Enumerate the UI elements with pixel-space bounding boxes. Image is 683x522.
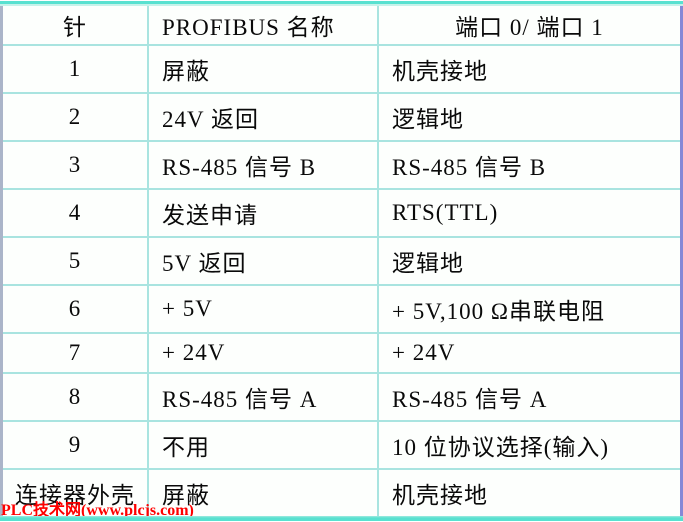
header-pin: 针 — [3, 6, 149, 44]
bottom-turquoise-band — [0, 516, 683, 522]
profibus-name-cell: + 5V — [149, 286, 379, 332]
table-row: 连接器外壳 屏蔽 机壳接地 — [3, 470, 680, 516]
port-cell: 机壳接地 — [392, 59, 488, 84]
table-row: 6 + 5V + 5V,100 Ω串联电阻 — [3, 286, 680, 334]
table-row: 7 + 24V + 24V — [3, 334, 680, 374]
top-turquoise-band — [0, 0, 683, 6]
table-row: 4 发送申请 RTS(TTL) — [3, 190, 680, 238]
port-cell: + 24V — [392, 340, 456, 365]
pin-cell: 7 — [3, 334, 149, 372]
profibus-name-cell: RS-485 信号 B — [149, 142, 379, 188]
profibus-name-cell: 屏蔽 — [149, 46, 379, 92]
pin-cell: 连接器外壳 — [3, 470, 149, 516]
port-cell: 逻辑地 — [392, 107, 464, 132]
pin-cell: 5 — [3, 238, 149, 284]
pin-cell: 8 — [3, 374, 149, 420]
port-cell: RTS(TTL) — [392, 200, 499, 225]
port-cell: + 5V,100 Ω串联电阻 — [392, 299, 605, 324]
port-cell: RS-485 信号 B — [392, 155, 547, 180]
header-ports: 端口 0/ 端口 1 — [455, 15, 604, 40]
pin-cell: 2 — [3, 94, 149, 140]
pin-cell: 6 — [3, 286, 149, 332]
plcjs-watermark: PLC技术网(www.plcjs.com) — [1, 502, 194, 519]
table-row: 3 RS-485 信号 B RS-485 信号 B — [3, 142, 680, 190]
table-row: 1 屏蔽 机壳接地 — [3, 46, 680, 94]
port-cell: RS-485 信号 A — [392, 387, 548, 412]
port-cell: 机壳接地 — [392, 483, 488, 508]
port-cell: 逻辑地 — [392, 251, 464, 276]
pin-cell: 4 — [3, 190, 149, 236]
table-header-row: 针 PROFIBUS 名称 端口 0/ 端口 1 — [3, 6, 680, 46]
port-cell: 10 位协议选择(输入) — [392, 435, 610, 460]
table-row: 2 24V 返回 逻辑地 — [3, 94, 680, 142]
pin-cell: 9 — [3, 422, 149, 468]
table-row: 5 5V 返回 逻辑地 — [3, 238, 680, 286]
profibus-name-cell: 屏蔽 — [149, 470, 379, 516]
profibus-name-cell: 发送申请 — [149, 190, 379, 236]
profibus-name-cell: 24V 返回 — [149, 94, 379, 140]
table-row: 8 RS-485 信号 A RS-485 信号 A — [3, 374, 680, 422]
profibus-name-cell: RS-485 信号 A — [149, 374, 379, 420]
header-profibus-name: PROFIBUS 名称 — [149, 6, 379, 44]
profibus-pin-table: 针 PROFIBUS 名称 端口 0/ 端口 1 1 屏蔽 机壳接地 2 24V… — [0, 6, 683, 516]
profibus-name-cell: + 24V — [149, 334, 379, 372]
pin-cell: 1 — [3, 46, 149, 92]
table-row: 9 不用 10 位协议选择(输入) — [3, 422, 680, 470]
profibus-name-cell: 5V 返回 — [149, 238, 379, 284]
profibus-name-cell: 不用 — [149, 422, 379, 468]
pin-cell: 3 — [3, 142, 149, 188]
